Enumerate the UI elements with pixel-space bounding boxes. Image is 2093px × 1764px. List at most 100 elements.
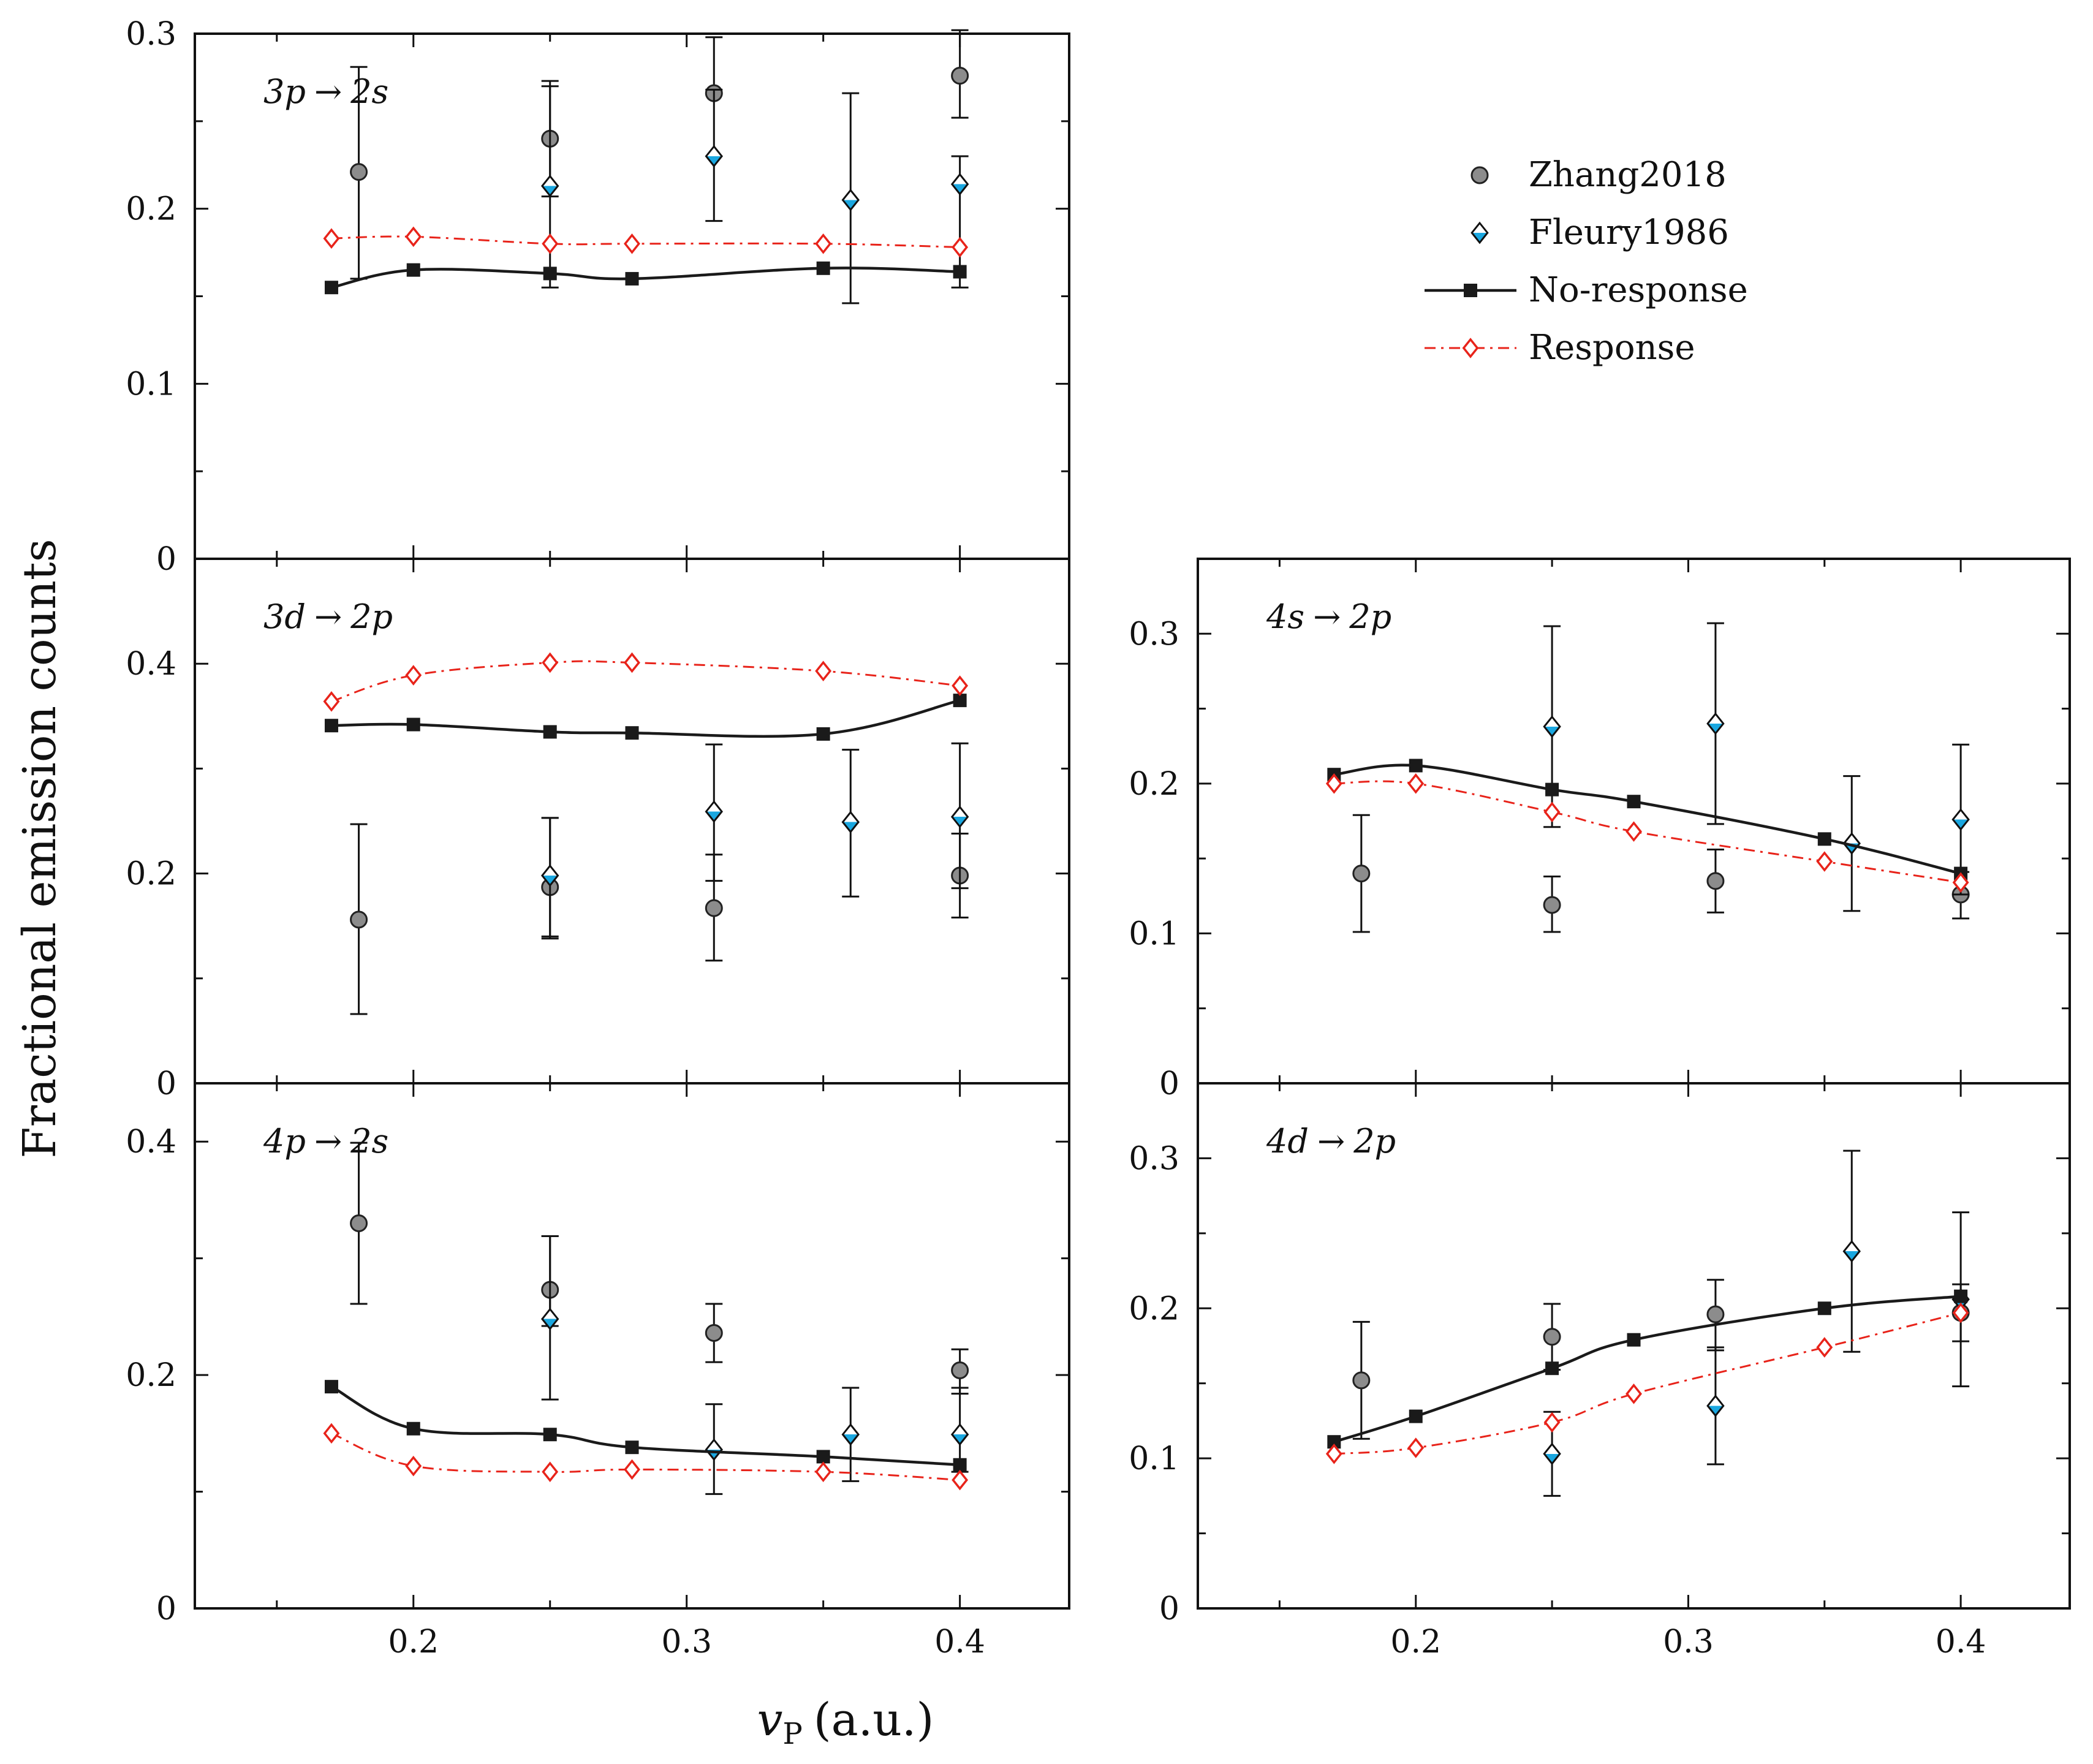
legend-item-zhang2018: Zhang2018 — [1470, 155, 1727, 195]
response-point — [1816, 1337, 1833, 1358]
x-tick-label: 0.2 — [1390, 1624, 1441, 1660]
y-tick-label: 0.3 — [1129, 1140, 1179, 1177]
y-tick-label: 0.1 — [126, 366, 176, 403]
response-point — [624, 1459, 640, 1480]
legend-item-response: Response — [1425, 328, 1695, 368]
response-point — [323, 228, 340, 249]
fleury1986-point — [540, 864, 559, 887]
panel-frame — [194, 558, 1070, 1085]
response-point — [542, 1461, 559, 1482]
response-point — [1816, 851, 1833, 872]
series-no-response — [1327, 759, 1968, 880]
no-response-point — [1545, 1361, 1559, 1376]
response-line — [1334, 780, 1961, 884]
fleury1986-point — [1951, 808, 1970, 831]
panel-title: 4d → 2p — [1266, 1122, 1396, 1160]
zhang2018-point — [350, 163, 368, 181]
zhang2018-point — [705, 899, 723, 917]
response-point — [542, 233, 559, 254]
no-response-point — [406, 1421, 420, 1436]
no-response-point — [1817, 832, 1831, 846]
y-tick-label: 0.2 — [1129, 766, 1179, 803]
y-axis-title: Fractional emission counts — [13, 539, 66, 1158]
response-point — [1626, 821, 1642, 842]
zhang2018-point — [705, 1324, 723, 1342]
legend-item-no-response: No-response — [1425, 270, 1748, 310]
y-tick-label: 0 — [156, 1066, 176, 1102]
fleury1986-point — [540, 175, 559, 197]
legend-marker-fleury1986 — [1470, 221, 1489, 244]
no-response-point — [953, 265, 967, 279]
panel-3p-2s: 0 0.1 0.2 0.3 3p → 2s — [126, 16, 1070, 578]
y-tick-label: 0 — [1159, 1066, 1179, 1102]
response-point — [815, 1461, 832, 1482]
no-response-point — [1817, 1301, 1831, 1315]
fleury1986-point — [1842, 1240, 1861, 1263]
no-response-point — [953, 694, 967, 708]
no-response-line — [331, 698, 961, 738]
no-response-point — [543, 267, 557, 281]
fleury1986-point — [1842, 832, 1861, 855]
y-tick-label: 0.1 — [1129, 915, 1179, 952]
no-response-point — [625, 1440, 639, 1455]
no-response-point — [625, 726, 639, 740]
response-point — [1325, 1443, 1342, 1464]
series-no-response — [324, 694, 967, 741]
fleury1986-point — [950, 1423, 969, 1446]
x-tick-label: 0.4 — [934, 1624, 985, 1660]
fleury1986-point — [950, 805, 969, 828]
zhang2018-point — [951, 67, 969, 85]
no-response-point — [324, 281, 338, 295]
zhang2018-point — [1706, 872, 1725, 890]
x-tick-label: 0.3 — [1663, 1624, 1714, 1660]
series-fleury1986 — [1543, 1149, 1970, 1497]
panel-frame — [194, 32, 1070, 560]
legend-square — [1464, 284, 1477, 297]
panel-title: 4p → 2s — [263, 1122, 388, 1160]
response-line — [331, 235, 960, 249]
response-line — [1334, 1312, 1961, 1455]
response-point — [815, 661, 832, 681]
x-tick-label: 0.3 — [661, 1624, 712, 1660]
fleury1986-point — [1543, 715, 1561, 738]
legend-marker-response — [1425, 338, 1516, 358]
series-no-response — [324, 1380, 967, 1472]
fleury1986-point — [705, 800, 724, 823]
fleury1986-point — [841, 1423, 860, 1446]
response-point — [952, 237, 969, 258]
x-axis-title-var: v — [757, 1694, 783, 1746]
panel-3d-2p: 0 0.2 0.4 3d → 2p — [126, 558, 1070, 1102]
fleury1986-point — [1706, 1395, 1725, 1417]
legend-label-no-response: No-response — [1529, 270, 1748, 310]
no-response-line — [330, 1385, 960, 1466]
y-tick-label: 0.2 — [126, 1357, 176, 1394]
response-point — [405, 1455, 422, 1477]
zhang2018-point — [1352, 1371, 1371, 1390]
y-tick-label: 0.3 — [1129, 616, 1179, 653]
response-point — [952, 675, 969, 696]
series-fleury1986 — [1543, 622, 1970, 912]
no-response-point — [1627, 795, 1641, 809]
legend-label-zhang2018: Zhang2018 — [1529, 155, 1727, 195]
series-zhang2018 — [1352, 814, 1970, 933]
series-no-response — [1327, 1289, 1968, 1449]
fleury1986-point — [841, 188, 860, 211]
legend-marker-zhang2018 — [1470, 166, 1489, 184]
y-tick-label: 0 — [156, 1591, 176, 1627]
no-response-line — [331, 267, 960, 289]
fleury1986-point — [1706, 712, 1725, 735]
zhang2018-point — [1352, 865, 1371, 883]
no-response-point — [406, 263, 420, 277]
response-point — [952, 1469, 969, 1491]
y-tick-label: 0.4 — [126, 1124, 176, 1160]
legend: Zhang2018 Fleury1986 No-response Respons… — [1425, 155, 1748, 368]
panel-4s-2p: 0 0.1 0.2 0.3 4s → 2p — [1129, 558, 2071, 1102]
panel-title: 3p → 2s — [263, 72, 388, 111]
no-response-point — [625, 271, 639, 286]
panel-frame — [1197, 558, 2071, 1085]
no-response-point — [406, 717, 420, 732]
y-tick-label: 0.2 — [126, 856, 176, 893]
response-point — [624, 233, 640, 254]
fleury1986-point — [705, 145, 724, 168]
response-point — [1952, 872, 1969, 893]
